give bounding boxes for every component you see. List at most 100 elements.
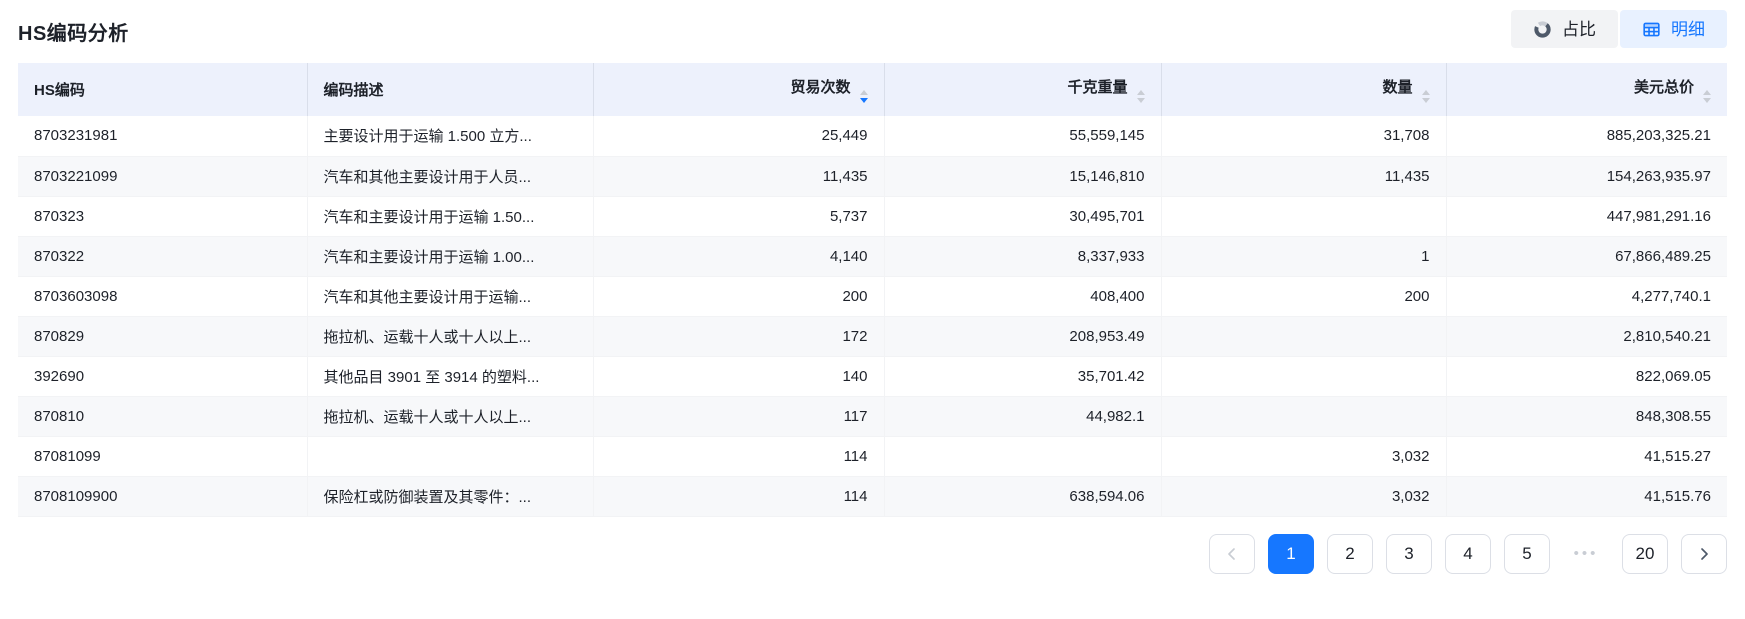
table-cell: 15,146,810 <box>884 156 1162 197</box>
sort-desc-caret <box>1421 98 1430 103</box>
column-header-2: 编码描述 <box>307 63 594 116</box>
page-title: HS编码分析 <box>18 23 129 45</box>
toggle-proportion-button[interactable]: 占比 <box>1511 10 1618 48</box>
view-toggle-group: 占比 明细 <box>1511 10 1727 48</box>
table-cell: 汽车和主要设计用于运输 1.50... <box>307 196 594 237</box>
table-cell: 1 <box>1161 236 1447 277</box>
table-cell <box>884 436 1162 477</box>
table-cell: 8,337,933 <box>884 236 1162 277</box>
hs-code-table: HS编码 编码描述 贸易次数 千克重量 数量 美元总价 8703231981 主要设计用于运… <box>18 63 1727 517</box>
table-cell: 140 <box>593 356 885 397</box>
pagination-page-20[interactable]: 20 <box>1622 533 1668 574</box>
table-cell: 25,449 <box>593 116 885 157</box>
sort-asc-caret <box>1703 90 1711 95</box>
table-cell: 885,203,325.21 <box>1446 116 1727 157</box>
pagination-page-4[interactable]: 4 <box>1445 533 1491 574</box>
table-cell: 870810 <box>18 396 308 437</box>
column-header-1: HS编码 <box>18 63 308 116</box>
sort-desc-caret <box>859 98 868 103</box>
sort-asc-caret <box>859 90 868 95</box>
table-cell: 200 <box>593 276 885 317</box>
hs-code-analysis-panel: HS编码分析 占比 <box>18 0 1727 574</box>
table-cell <box>307 436 594 477</box>
table-cell <box>1161 356 1447 397</box>
table-cell: 30,495,701 <box>884 196 1162 237</box>
sort-asc-caret <box>1421 90 1430 95</box>
table-row: 392690 其他品目 3901 至 3914 的塑料... 140 35,701.4… <box>18 356 1727 397</box>
table-cell: 208,953.49 <box>884 316 1162 357</box>
table-cell: 8703221099 <box>18 156 308 197</box>
table-cell: 41,515.27 <box>1446 436 1727 477</box>
table-cell: 41,515.76 <box>1446 476 1727 517</box>
pagination-page-5[interactable]: 5 <box>1504 533 1550 574</box>
table-cell <box>1161 396 1447 437</box>
table-row: 8703231981 主要设计用于运输 1.500 立方... 25,449 55,5… <box>18 116 1727 157</box>
column-label: 美元总价 <box>1633 79 1694 96</box>
table-cell: 392690 <box>18 356 308 397</box>
column-label: HS编码 <box>34 82 85 99</box>
table-cell: 848,308.55 <box>1446 396 1727 437</box>
sort-icon <box>859 90 868 103</box>
table-cell: 200 <box>1161 276 1447 317</box>
toggle-proportion-label: 占比 <box>1562 19 1596 39</box>
table-cell: 114 <box>593 476 885 517</box>
pagination-next-button[interactable] <box>1681 533 1727 574</box>
table-cell: 11,435 <box>1161 156 1447 197</box>
pagination-prev-button <box>1209 533 1255 574</box>
column-header-3[interactable]: 贸易次数 <box>593 63 885 116</box>
table-cell: 31,708 <box>1161 116 1447 157</box>
toggle-detail-button[interactable]: 明细 <box>1620 10 1727 48</box>
table-cell: 44,982.1 <box>884 396 1162 437</box>
table-cell: 8703603098 <box>18 276 308 317</box>
table-cell: 638,594.06 <box>884 476 1162 517</box>
table-cell: 447,981,291.16 <box>1446 196 1727 237</box>
column-label: 数量 <box>1382 79 1413 96</box>
table-cell: 408,400 <box>884 276 1162 317</box>
pagination-page-2[interactable]: 2 <box>1327 533 1373 574</box>
table-cell: 87081099 <box>18 436 308 477</box>
pagination-page-1[interactable]: 1 <box>1268 533 1314 574</box>
table-cell: 154,263,935.97 <box>1446 156 1727 197</box>
table-cell: 114 <box>593 436 885 477</box>
table-cell: 拖拉机、运载十人或十人以上... <box>307 316 594 357</box>
table-cell: 822,069.05 <box>1446 356 1727 397</box>
table-cell <box>1161 316 1447 357</box>
table-row: 8708109900 保险杠或防御装置及其零件：... 114 638,594.06 3… <box>18 476 1727 517</box>
column-label: 贸易次数 <box>790 79 851 96</box>
table-cell: 汽车和其他主要设计用于人员... <box>307 156 594 197</box>
table-cell: 11,435 <box>593 156 885 197</box>
column-header-5[interactable]: 数量 <box>1161 63 1447 116</box>
sort-desc-caret <box>1136 98 1145 103</box>
table-row: 8703221099 汽车和其他主要设计用于人员... 11,435 15,146,8… <box>18 156 1727 197</box>
table-row: 8703603098 汽车和其他主要设计用于运输... 200 408,400 200 4… <box>18 276 1727 317</box>
table-row: 87081099 114 3,032 41,515.27 <box>18 436 1727 477</box>
table-cell: 汽车和其他主要设计用于运输... <box>307 276 594 317</box>
table-cell <box>1161 196 1447 237</box>
sort-icon <box>1703 90 1711 103</box>
pagination-page-3[interactable]: 3 <box>1386 533 1432 574</box>
pagination: 1 2 3 4 5 ••• 20 <box>18 533 1727 574</box>
column-header-6[interactable]: 美元总价 <box>1446 63 1727 116</box>
pagination-ellipsis-icon[interactable]: ••• <box>1573 545 1599 562</box>
table-row: 870810 拖拉机、运载十人或十人以上... 117 44,982.1 848,308… <box>18 396 1727 437</box>
column-header-4[interactable]: 千克重量 <box>884 63 1162 116</box>
table-cell: 保险杠或防御装置及其零件：... <box>307 476 594 517</box>
table-cell: 2,810,540.21 <box>1446 316 1727 357</box>
topbar: HS编码分析 占比 <box>18 0 1727 63</box>
table-header-row: HS编码 编码描述 贸易次数 千克重量 数量 美元总价 <box>18 63 1727 116</box>
table-cell: 8703231981 <box>18 116 308 157</box>
table-cell: 870322 <box>18 236 308 277</box>
table-cell: 117 <box>593 396 885 437</box>
table-cell: 拖拉机、运载十人或十人以上... <box>307 396 594 437</box>
donut-chart-icon <box>1533 20 1552 39</box>
chevron-right-icon <box>1701 547 1708 560</box>
chevron-left-icon <box>1228 547 1235 560</box>
table-cell: 870829 <box>18 316 308 357</box>
table-row: 870829 拖拉机、运载十人或十人以上... 172 208,953.49 2,810… <box>18 316 1727 357</box>
table-cell: 主要设计用于运输 1.500 立方... <box>307 116 594 157</box>
sort-icon <box>1421 90 1430 103</box>
table-cell: 4,140 <box>593 236 885 277</box>
table-row: 870323 汽车和主要设计用于运输 1.50... 5,737 30,495,701… <box>18 196 1727 237</box>
toggle-detail-label: 明细 <box>1671 19 1705 39</box>
table-cell: 3,032 <box>1161 436 1447 477</box>
